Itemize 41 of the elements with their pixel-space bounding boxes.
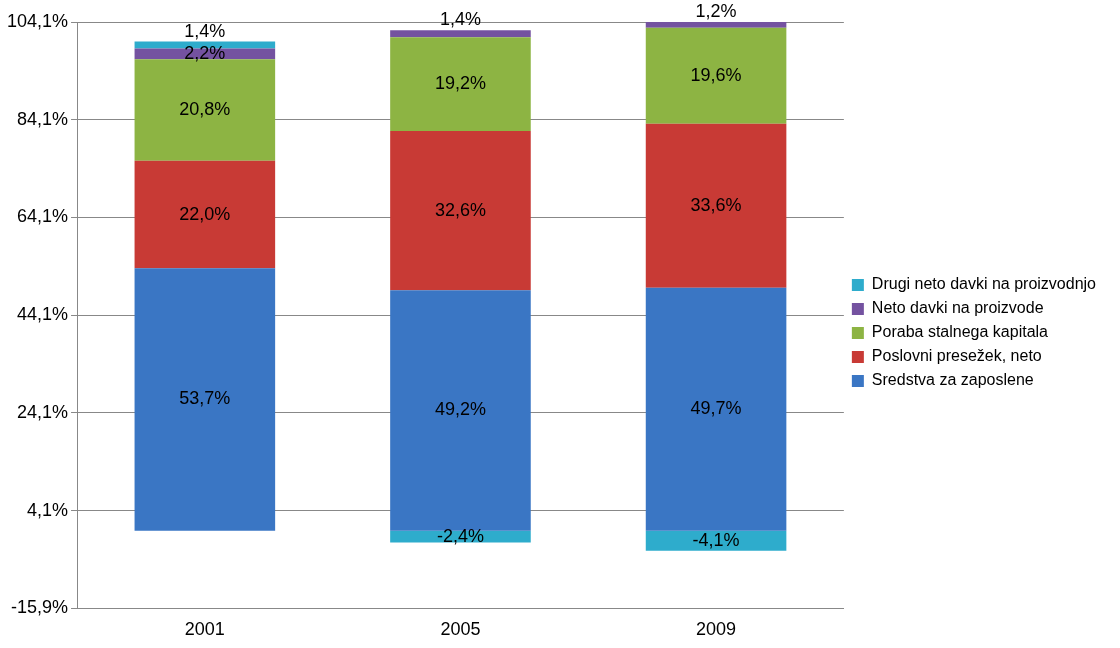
bar <box>645 22 787 28</box>
x-tick-label: 2005 <box>440 619 481 640</box>
data-label: 20,8% <box>179 98 231 119</box>
data-label: 33,6% <box>690 194 742 215</box>
bar <box>390 30 531 38</box>
bar <box>645 287 787 531</box>
data-label: 19,2% <box>434 73 486 94</box>
y-tick-label: 24,1% <box>17 401 69 422</box>
legend-label: Sredstva za zaposlene <box>871 371 1034 389</box>
data-label: 22,0% <box>179 203 231 224</box>
data-label: 1,2% <box>695 0 737 21</box>
legend-label: Neto davki na proizvode <box>871 299 1044 317</box>
x-tick-label: 2009 <box>696 619 737 640</box>
data-label: 19,6% <box>690 64 742 85</box>
bar <box>390 290 531 531</box>
data-label: 2,2% <box>184 42 226 63</box>
bar <box>645 27 787 124</box>
legend-label: Poraba stalnega kapitala <box>871 323 1049 341</box>
data-label: 53,7% <box>179 388 231 409</box>
data-label: -2,4% <box>436 525 484 546</box>
x-tick-label: 2001 <box>184 619 225 640</box>
data-label: 32,6% <box>434 199 486 220</box>
y-tick-label: 84,1% <box>17 108 69 129</box>
data-label: 1,4% <box>184 20 226 41</box>
y-tick-label: 104,1% <box>6 10 69 31</box>
data-label: -4,1% <box>692 529 740 550</box>
y-tick-label: 44,1% <box>17 304 69 325</box>
legend-label: Drugi neto davki na proizvodnjo <box>871 275 1097 293</box>
bar <box>390 130 531 291</box>
legend-label: Poslovni presežek, neto <box>871 347 1042 365</box>
bar <box>645 123 787 288</box>
data-label: 49,7% <box>690 398 742 419</box>
data-label: 1,4% <box>439 9 481 30</box>
bar <box>134 268 276 531</box>
bar <box>390 37 531 131</box>
bar <box>134 160 276 269</box>
y-tick-label: -15,9% <box>11 597 69 618</box>
bar <box>645 530 787 551</box>
y-tick-label: 4,1% <box>27 499 69 520</box>
data-label: 49,2% <box>434 399 486 420</box>
y-tick-label: 64,1% <box>17 206 69 227</box>
